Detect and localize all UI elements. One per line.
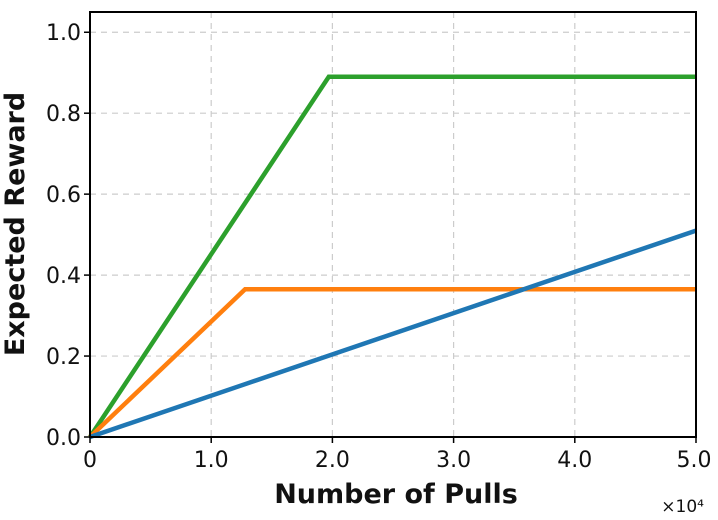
y-tick-label: 0.2 (46, 345, 81, 370)
plot-frame (89, 11, 697, 438)
y-tick-label: 1.0 (46, 21, 81, 46)
grid-lines (90, 12, 696, 437)
x-tick-label: 2.0 (315, 448, 350, 473)
series-lines (88, 74, 697, 440)
series-line-2 (88, 287, 696, 439)
x-axis-offset-label: ×10⁴ (661, 497, 704, 517)
y-tick-label: 0.0 (46, 426, 81, 451)
series-line-1 (88, 74, 696, 439)
series-line-3 (89, 228, 697, 440)
y-tick-label: 0.8 (46, 102, 81, 127)
x-tick-label: 0 (83, 448, 97, 473)
y-tick-label: 0.4 (46, 264, 81, 289)
x-tick-label: 4.0 (557, 448, 592, 473)
x-tick-label: 1.0 (194, 448, 229, 473)
x-tick-label: 3.0 (436, 448, 471, 473)
x-tick-label: 5.0 (677, 448, 712, 473)
x-axis-title: Number of Pulls (274, 479, 518, 510)
y-tick-label: 0.6 (46, 183, 81, 208)
y-axis-title: Expected Reward (0, 92, 31, 356)
axis-ticks: 0 1.0 2.0 3.0 4.0 5.0 0.0 0.2 0.4 0.6 0.8 1.0 (46, 21, 712, 473)
